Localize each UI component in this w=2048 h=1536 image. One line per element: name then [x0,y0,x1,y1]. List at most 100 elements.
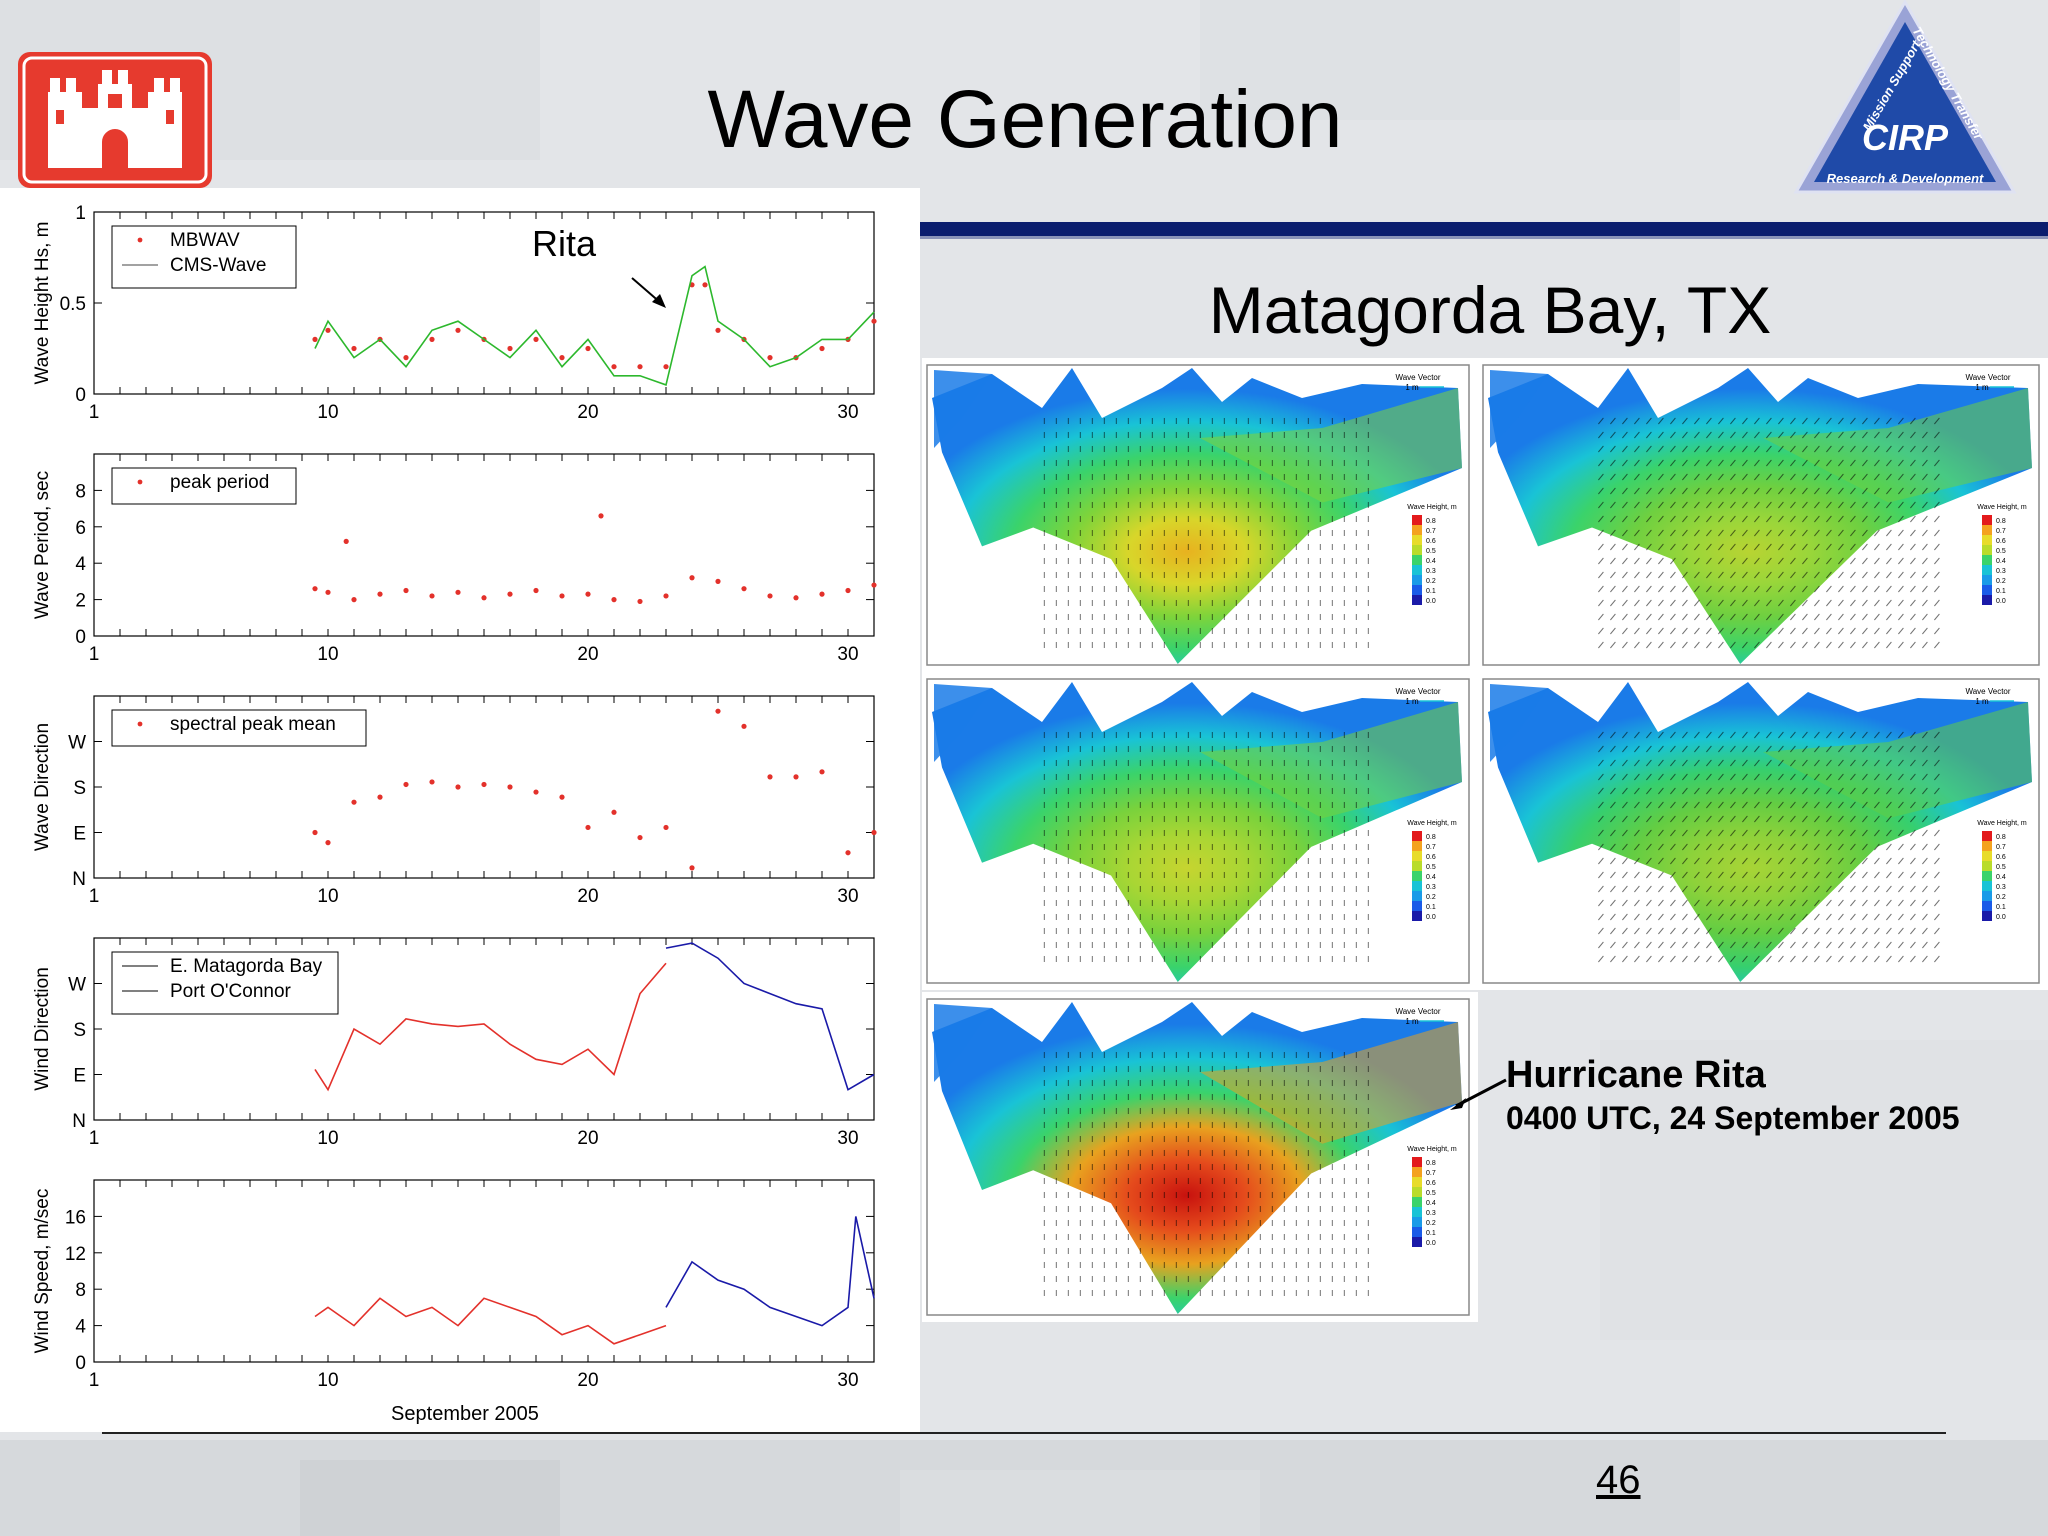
wave-vector [1610,857,1616,865]
wave-vector [1814,857,1820,865]
wave-vector [1814,501,1820,509]
chart-panel-2: 0 2 4 6 8 1 10 20 30 Wave Period, sec peak period [32,453,877,665]
legend-value: 0.7 [1996,528,2006,535]
wave-vector [1766,585,1772,593]
wave-vector [1646,529,1652,537]
wave-vector [1658,557,1664,565]
wave-vector [1850,801,1856,809]
data-point [325,327,331,333]
wave-vector [1694,815,1700,823]
wave-vector [1934,927,1940,935]
wave-vector [1850,731,1856,739]
wave-vector [1874,431,1880,439]
wave-vector [1754,445,1760,453]
data-point [351,799,357,805]
data-point [343,538,349,544]
wave-vector [1718,487,1724,495]
wave-vector [1814,557,1820,565]
wave-vector [1742,515,1748,523]
wave-vector [1766,857,1772,865]
wave-vector [1658,787,1664,795]
wave-vector [1646,459,1652,467]
wave-vector [1802,913,1808,921]
wave-vector [1910,745,1916,753]
wave-vector [1862,843,1868,851]
wave-vector [1634,515,1640,523]
wave-vector [1754,745,1760,753]
wave-vector [1862,417,1868,425]
wave-vector-scale: 1 m [1975,383,1989,392]
wave-vector [1658,927,1664,935]
wave-vector [1910,885,1916,893]
wave-vector [1718,941,1724,949]
wave-vector [1694,501,1700,509]
wave-vector [1706,515,1712,523]
x-tick-label: 20 [577,644,598,665]
wave-vector [1658,529,1664,537]
wave-vector [1706,627,1712,635]
chart-panel-1: 0 0.5 1 1 10 20 30 Wave Height Hs, m MBWAV CMS-Wa… [32,203,877,423]
x-tick-label: 30 [837,1370,858,1391]
y-tick-label: N [72,869,86,890]
wave-vector [1694,613,1700,621]
wave-vector [1742,871,1748,879]
legend-value: 0.0 [1426,1240,1436,1247]
wave-vector [1610,885,1616,893]
wave-vector [1610,871,1616,879]
legend-value: 0.6 [1996,538,2006,545]
wave-vector [1910,473,1916,481]
wave-vector [1898,941,1904,949]
wave-vector [1802,829,1808,837]
wave-vector [1766,801,1772,809]
wave-vector [1730,857,1736,865]
wave-vector [1598,571,1604,579]
wave-vector [1934,913,1940,921]
wave-vector [1814,801,1820,809]
wave-vector [1730,529,1736,537]
wave-vector [1898,815,1904,823]
wave-vector [1766,431,1772,439]
wave-vector [1646,501,1652,509]
wave-vector [1826,815,1832,823]
wave-vector [1730,871,1736,879]
data-point [741,586,747,592]
wave-vector [1670,641,1676,649]
wave-vector [1646,431,1652,439]
wave-vector [1790,927,1796,935]
legend-value: 0.7 [1426,844,1436,851]
wave-vector [1862,787,1868,795]
wave-vector [1814,459,1820,467]
wave-vector [1838,955,1844,963]
wave-vector [1850,417,1856,425]
wave-vector [1850,571,1856,579]
wave-vector [1802,843,1808,851]
wave-vector [1622,759,1628,767]
wave-vector [1838,627,1844,635]
wave-vector [1742,899,1748,907]
wave-vector [1658,871,1664,879]
wave-vector [1682,773,1688,781]
wave-vector [1682,829,1688,837]
wave-vector [1646,599,1652,607]
wave-vector [1718,857,1724,865]
wave-vector [1802,543,1808,551]
wave-vector [1706,543,1712,551]
wave-vector-title: Wave Vector [1395,687,1440,696]
wave-vector [1742,955,1748,963]
wave-vector [1814,529,1820,537]
wave-vector [1718,815,1724,823]
wave-vector [1778,501,1784,509]
wave-vector [1658,613,1664,621]
legend-value: 0.5 [1426,548,1436,555]
wave-vector [1718,927,1724,935]
wave-vector [1682,815,1688,823]
wave-vector [1934,515,1940,523]
wave-vector [1754,941,1760,949]
cirp-ring-bottom: Research & Development [1827,171,1984,186]
legend-value: 0.8 [1996,518,2006,525]
wave-vector [1766,899,1772,907]
wave-vector [1814,759,1820,767]
wave-vector [1814,627,1820,635]
wave-vector [1634,585,1640,593]
wave-vector [1706,745,1712,753]
